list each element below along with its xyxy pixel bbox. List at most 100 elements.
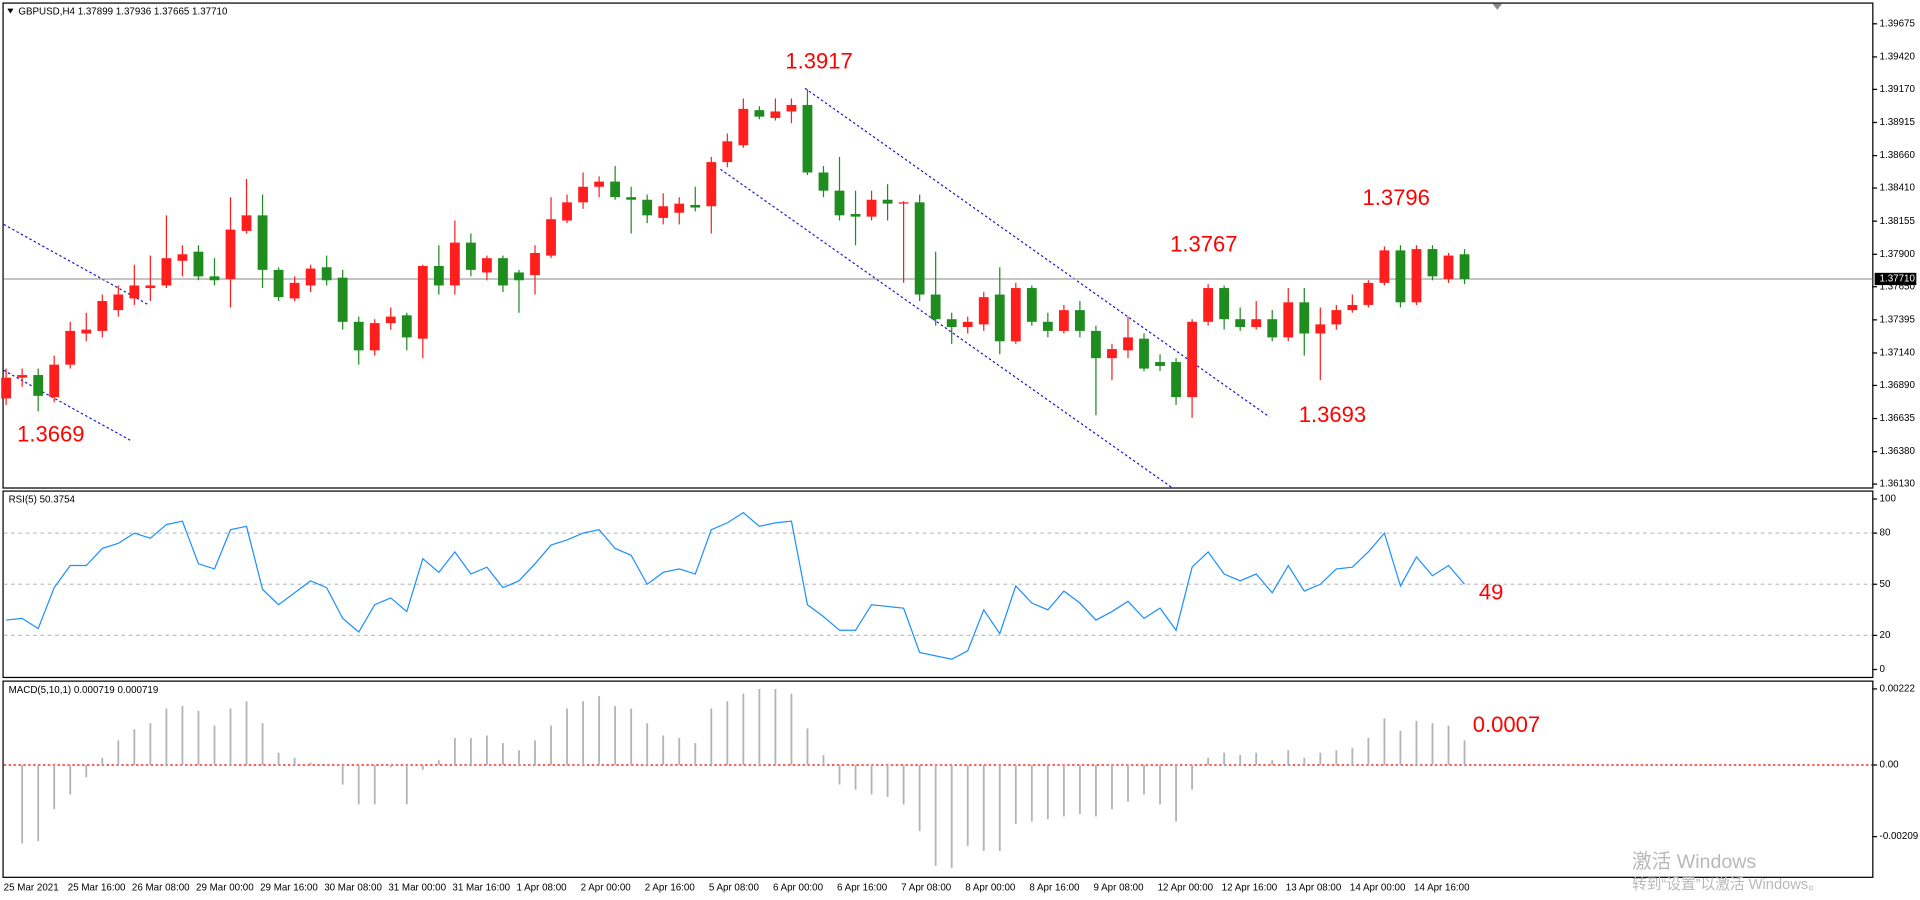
last-price-label: 1.37710 — [1880, 274, 1916, 285]
candle-body — [177, 254, 188, 261]
candle-body — [610, 181, 621, 198]
candle-body — [770, 111, 781, 118]
candle-body — [1283, 302, 1294, 338]
candle-body — [1315, 324, 1326, 334]
x-tick-label: 2 Apr 16:00 — [645, 882, 696, 893]
candle-body — [1347, 304, 1358, 311]
x-tick-label: 14 Apr 16:00 — [1414, 882, 1470, 893]
watermark: 激活 Windows — [1632, 851, 1756, 873]
y-tick-label: 1.38410 — [1880, 183, 1916, 194]
y-tick-label: 1.39170 — [1880, 84, 1916, 95]
candle-body — [946, 319, 957, 327]
y-tick-label: 1.36130 — [1880, 479, 1916, 490]
candle-body — [385, 316, 396, 324]
x-tick-label: 26 Mar 08:00 — [132, 882, 190, 893]
x-tick-label: 6 Apr 00:00 — [773, 882, 824, 893]
candle-body — [129, 285, 140, 299]
y-tick-label: 0 — [1880, 664, 1886, 675]
candle-body — [1091, 330, 1101, 359]
candle-body — [1331, 310, 1342, 325]
candle-body — [546, 219, 556, 256]
x-tick-label: 29 Mar 16:00 — [260, 882, 318, 893]
candle-body — [289, 282, 300, 299]
y-tick-label: 1.38660 — [1880, 150, 1916, 161]
candle-body — [786, 104, 797, 112]
candle-body — [850, 214, 861, 217]
candle-body — [834, 190, 845, 216]
candle-body — [1123, 337, 1133, 351]
candle-body — [482, 258, 492, 273]
y-tick-label: 0.00222 — [1880, 684, 1915, 695]
candle-body — [1026, 288, 1037, 322]
annotation: 49 — [1479, 580, 1504, 605]
annotation: 1.3917 — [785, 49, 852, 74]
macd-panel-border — [2, 680, 1874, 878]
candle-body — [1107, 349, 1117, 359]
candle-body — [882, 199, 893, 204]
shift-marker — [1492, 3, 1503, 10]
x-tick-label: 8 Apr 00:00 — [965, 882, 1016, 893]
candle-body — [658, 206, 669, 218]
x-tick-label: 31 Mar 00:00 — [388, 882, 446, 893]
candle-body — [1219, 288, 1230, 320]
candle-body — [866, 199, 877, 217]
candle-body — [1411, 249, 1422, 303]
menu-triangle[interactable] — [7, 8, 14, 14]
x-tick-label: 29 Mar 00:00 — [196, 882, 254, 893]
candle-body — [706, 162, 717, 207]
channel-line — [804, 87, 1270, 418]
rsi-line — [6, 511, 1466, 660]
candle-body — [1139, 338, 1149, 369]
y-tick-label: 100 — [1880, 494, 1897, 505]
y-tick-label: 1.39675 — [1880, 18, 1916, 29]
candle-body — [145, 285, 156, 289]
x-tick-label: 25 Mar 16:00 — [68, 882, 126, 893]
candle-body — [81, 329, 92, 334]
x-tick-label: 8 Apr 16:00 — [1029, 882, 1080, 893]
candle-body — [914, 202, 925, 295]
candle-body — [1267, 319, 1278, 338]
candle-body — [1171, 362, 1181, 398]
annotation: 1.3669 — [17, 421, 84, 446]
macd-title: MACD(5,10,1) 0.000719 0.000719 — [9, 685, 159, 696]
x-tick-label: 25 Mar 2021 — [4, 882, 59, 893]
candle-body — [97, 301, 108, 331]
candle-body — [738, 108, 749, 146]
candle-body — [113, 294, 124, 311]
candle-body — [1, 377, 12, 399]
main-panel-border — [2, 2, 1874, 489]
y-tick-label: 50 — [1880, 579, 1891, 590]
candle-body — [257, 215, 268, 270]
candle-body — [1010, 288, 1021, 342]
candle-body — [49, 364, 60, 398]
candle-body — [33, 375, 44, 396]
x-tick-label: 7 Apr 08:00 — [901, 882, 952, 893]
candle-body — [321, 267, 332, 281]
candle-body — [962, 321, 973, 327]
candle-body — [369, 323, 380, 351]
candle-body — [1395, 250, 1406, 303]
x-tick-label: 2 Apr 00:00 — [581, 882, 632, 893]
main-title: GBPUSD,H4 1.37899 1.37936 1.37665 1.3771… — [18, 7, 228, 18]
annotation: 0.0007 — [1473, 712, 1540, 737]
candle-body — [530, 252, 540, 276]
watermark: 转到“设置”以激活 Windows。 — [1632, 876, 1823, 893]
candle-body — [690, 204, 701, 208]
candle-body — [1203, 288, 1214, 322]
candle-body — [1363, 282, 1374, 305]
y-tick-label: 1.37900 — [1880, 249, 1916, 260]
candle-body — [225, 229, 236, 279]
y-tick-label: 20 — [1880, 630, 1891, 641]
candle-body — [449, 242, 460, 286]
candle-body — [1187, 321, 1197, 398]
candle-body — [193, 251, 204, 277]
x-tick-label: 9 Apr 08:00 — [1093, 882, 1144, 893]
candle-body — [1427, 249, 1438, 277]
x-tick-label: 12 Apr 00:00 — [1158, 882, 1214, 893]
annotation: 1.3767 — [1170, 231, 1237, 256]
y-tick-label: 0.00 — [1880, 760, 1900, 771]
candle-body — [1058, 310, 1069, 331]
